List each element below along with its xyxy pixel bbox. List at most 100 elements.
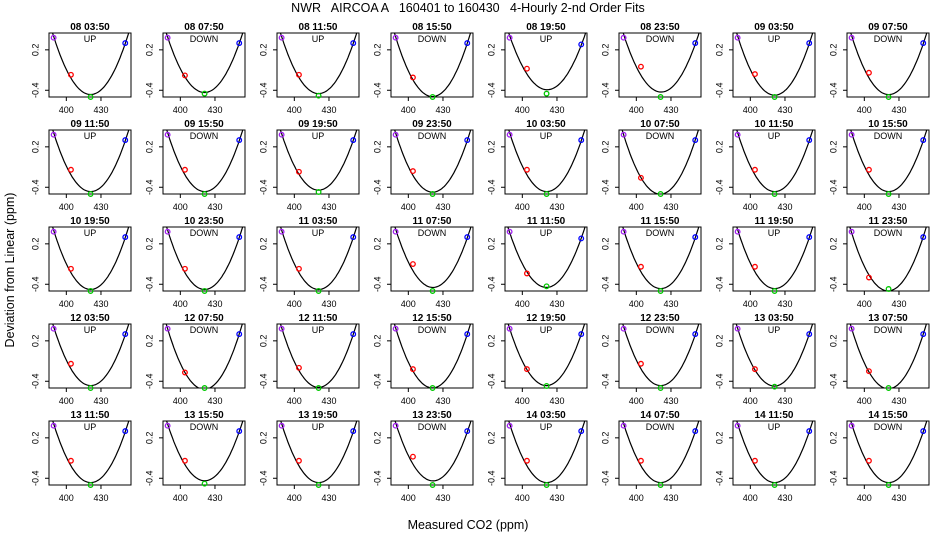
panel-frame <box>732 129 816 195</box>
data-point <box>578 331 585 338</box>
direction-label: DOWN <box>418 34 447 44</box>
x-tick-label: 400 <box>173 493 188 503</box>
data-point <box>295 265 302 272</box>
x-tick-label: 430 <box>435 396 450 406</box>
panel-title: 09 15:50 <box>184 119 224 130</box>
panel-title: 10 03:50 <box>526 119 566 130</box>
x-tick-label: 400 <box>743 396 758 406</box>
y-tick-label: -0.4 <box>714 277 724 293</box>
panel-frame <box>390 420 474 486</box>
data-point <box>771 383 778 390</box>
data-point <box>620 34 627 41</box>
x-tick-label: 430 <box>207 202 222 212</box>
panel-frame <box>276 32 360 98</box>
panel-frame <box>162 420 246 486</box>
data-point <box>806 234 813 241</box>
y-tick-label: 0.2 <box>600 335 610 348</box>
data-point <box>278 325 285 332</box>
panel-frame <box>48 226 132 292</box>
x-tick-label: 400 <box>629 299 644 309</box>
data-point <box>637 174 644 181</box>
direction-label: UP <box>768 228 781 238</box>
data-point <box>164 131 171 138</box>
y-tick-label: 0.2 <box>600 238 610 251</box>
panel-title: 12 07:50 <box>184 313 224 324</box>
y-tick-label: 0.2 <box>714 432 724 445</box>
direction-label: UP <box>312 131 325 141</box>
data-point <box>885 482 892 488</box>
data-point <box>692 137 699 144</box>
x-axis-label: Measured CO2 (ppm) <box>407 518 529 532</box>
data-point <box>751 366 758 373</box>
data-point <box>848 34 855 41</box>
x-tick-label: 430 <box>435 299 450 309</box>
y-tick-label: -0.4 <box>258 83 268 99</box>
y-tick-label: -0.4 <box>600 277 610 293</box>
fit-curve <box>280 227 358 291</box>
panel-title: 08 19:50 <box>526 22 566 33</box>
y-tick-label: -0.4 <box>144 471 154 487</box>
panel-title: 09 03:50 <box>754 22 794 33</box>
data-point <box>181 265 188 272</box>
x-tick-label: 430 <box>321 493 336 503</box>
y-tick-label: -0.4 <box>30 83 40 99</box>
panel-title: 10 15:50 <box>868 119 908 130</box>
fit-curve <box>165 324 243 388</box>
data-point <box>278 34 285 41</box>
x-tick-label: 430 <box>549 105 564 115</box>
data-point <box>392 422 399 429</box>
data-point <box>315 189 322 195</box>
data-point <box>315 288 322 294</box>
data-point <box>409 366 416 373</box>
fit-curve <box>735 324 814 387</box>
data-point <box>87 94 94 100</box>
data-point <box>122 331 129 338</box>
panel-title: 11 15:50 <box>641 216 680 227</box>
x-tick-label: 400 <box>743 493 758 503</box>
y-tick-label: 0.2 <box>600 44 610 57</box>
data-point <box>236 40 243 47</box>
panel-title: 09 07:50 <box>868 22 908 33</box>
fit-curve <box>393 324 472 388</box>
data-point <box>350 428 357 435</box>
panel-frame <box>732 323 816 389</box>
y-tick-label: -0.4 <box>258 277 268 293</box>
x-tick-label: 430 <box>207 396 222 406</box>
y-tick-label: -0.4 <box>600 471 610 487</box>
y-tick-label: -0.4 <box>486 277 496 293</box>
direction-label: DOWN <box>874 131 903 141</box>
data-point <box>657 191 664 197</box>
y-tick-label: -0.4 <box>258 374 268 390</box>
fit-curve <box>165 421 244 482</box>
y-tick-label: -0.4 <box>486 180 496 196</box>
data-point <box>657 482 664 488</box>
panel-title: 09 23:50 <box>412 119 452 130</box>
x-tick-label: 400 <box>173 105 188 115</box>
data-point <box>620 422 627 429</box>
panel-frame <box>846 420 930 486</box>
y-tick-label: 0.2 <box>258 44 268 57</box>
data-point <box>464 331 471 338</box>
panel-title: 14 03:50 <box>526 410 566 421</box>
direction-label: DOWN <box>190 34 219 44</box>
y-tick-label: -0.4 <box>486 471 496 487</box>
direction-label: DOWN <box>190 131 219 141</box>
panel-frame <box>276 226 360 292</box>
data-point <box>50 34 57 41</box>
y-tick-label: 0.2 <box>30 432 40 445</box>
x-tick-label: 400 <box>857 105 872 115</box>
x-tick-label: 400 <box>515 493 530 503</box>
direction-label: UP <box>540 131 553 141</box>
data-point <box>806 331 813 338</box>
x-tick-label: 400 <box>629 105 644 115</box>
data-point <box>885 385 892 391</box>
data-point <box>865 274 872 281</box>
